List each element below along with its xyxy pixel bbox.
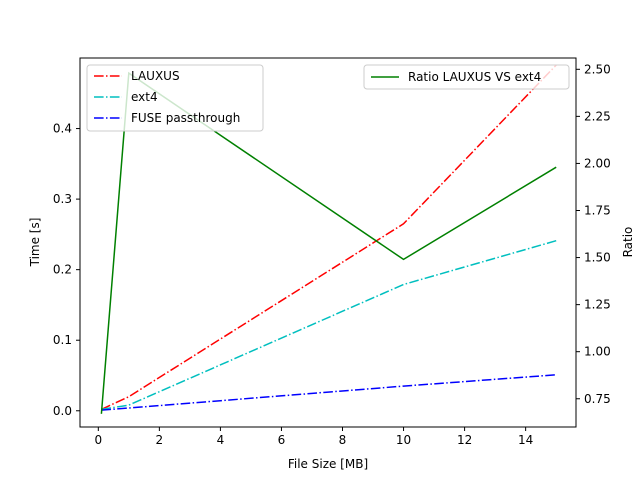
x-axis-label: File Size [MB] [288,457,368,471]
y2-tick-label: 1.50 [584,251,611,265]
y2-tick-label: 2.50 [584,62,611,76]
y2-tick-label: 1.25 [584,298,611,312]
series-layer [100,64,557,414]
y-tick-label: 0.2 [53,263,72,277]
x-tick-label: 10 [396,433,411,447]
y-axis-left: 0.0 0.1 0.2 0.3 0.4 [53,122,80,418]
plot-area [79,57,577,428]
y-tick-label: 0.3 [53,192,72,206]
legend-label-3: Ratio LAUXUS VS ext4 [408,70,541,84]
legend-right-box [363,64,570,90]
legend-label-2: FUSE passthrough [131,111,240,125]
x-tick-label: 2 [156,433,164,447]
x-tick-label: 8 [339,433,347,447]
series-line-2 [101,374,557,411]
x-axis: 0 2 4 6 8 10 12 14 [94,427,533,447]
y-axis-label: Time [s] [28,218,42,268]
legend-label-1: ext4 [131,90,158,104]
series-line-0 [101,64,557,411]
legend-left-box [86,64,264,132]
legend-label-0: LAUXUS [131,69,180,83]
y2-tick-label: 1.00 [584,345,611,359]
y2-tick-label: 2.00 [584,156,611,170]
y-axis-right: 0.75 1.00 1.25 1.50 1.75 2.00 2.25 2.50 [576,62,611,406]
y-tick-label: 0.1 [53,333,72,347]
y2-tick-label: 0.75 [584,392,611,406]
x-tick-label: 6 [278,433,286,447]
series-line-3 [100,71,557,414]
y-tick-label: 0.4 [53,122,72,136]
x-tick-label: 4 [217,433,225,447]
x-tick-label: 12 [457,433,472,447]
y2-tick-label: 1.75 [584,203,611,217]
legend-left: LAUXUS ext4 FUSE passthrough [86,64,264,132]
y2-axis-label: Ratio [621,227,635,258]
x-tick-label: 14 [518,433,533,447]
plot-frame [79,57,577,428]
y2-tick-label: 2.25 [584,109,611,123]
x-tick-label: 0 [94,433,102,447]
series-line-1 [101,239,557,411]
legend-right: Ratio LAUXUS VS ext4 [363,64,570,90]
y-tick-label: 0.0 [53,404,72,418]
